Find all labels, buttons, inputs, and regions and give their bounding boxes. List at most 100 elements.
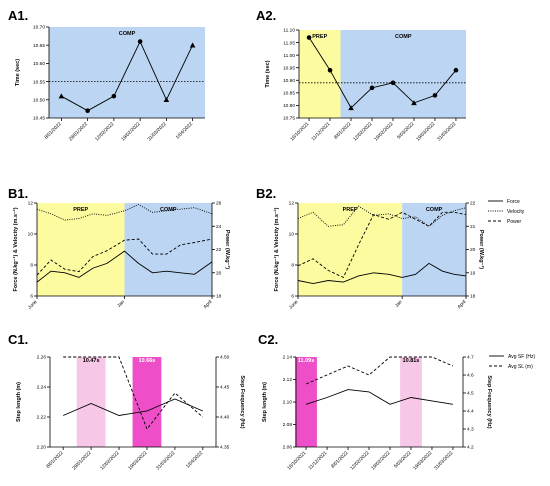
zone-label: PREP bbox=[312, 34, 327, 40]
x-tick-label: 5/03/2022 bbox=[393, 450, 413, 470]
y2-tick-label: 4.35 bbox=[220, 445, 230, 451]
y-tick-label: 8 bbox=[291, 263, 294, 269]
highlight-label: 10.81s bbox=[403, 358, 420, 364]
data-point-triangle bbox=[189, 42, 196, 48]
data-point-triangle bbox=[58, 93, 65, 99]
series-line-avg-sf-hz- bbox=[305, 389, 453, 405]
zone-comp bbox=[49, 27, 205, 118]
y-tick-label: 2.14 bbox=[283, 355, 293, 361]
zone-label: COMP bbox=[119, 31, 136, 37]
series-line-power bbox=[36, 238, 213, 276]
y2-tick-label: 18 bbox=[470, 294, 476, 300]
y-axis-title: Force (N.kg⁻¹) & Velocity (m.s⁻¹) bbox=[273, 207, 280, 291]
y-tick-label: 10.70 bbox=[33, 25, 45, 31]
y-tick-label: 10.80 bbox=[283, 103, 295, 109]
data-point-triangle bbox=[411, 100, 417, 106]
x-tick-label: 8/01/2022 bbox=[45, 450, 65, 470]
y-axis-title: Step length (m) bbox=[262, 382, 268, 422]
y2-axis-title: Step Frequency (Hz) bbox=[486, 375, 492, 428]
y-tick-label: 2.22 bbox=[37, 415, 47, 421]
y2-tick-label: 18 bbox=[216, 294, 222, 300]
y-tick-label: 2.10 bbox=[283, 400, 293, 406]
series-line-force bbox=[297, 262, 467, 285]
y2-tick-label: 20 bbox=[216, 270, 222, 276]
y-axis-title: Step length (m) bbox=[16, 382, 22, 422]
data-point-circle bbox=[390, 80, 396, 86]
zone-label: COMP bbox=[160, 207, 177, 213]
zone-prep bbox=[37, 203, 125, 296]
x-tick-label: 8/01/2022 bbox=[330, 450, 350, 470]
series-line-velocity bbox=[297, 205, 467, 227]
y-tick-label: 10.45 bbox=[33, 116, 45, 122]
x-tick-label: 8/01/2022 bbox=[43, 121, 63, 141]
data-point-circle bbox=[306, 35, 312, 40]
x-tick-label: 8/01/2022 bbox=[333, 121, 353, 141]
series-line-avg-sf-hz- bbox=[63, 398, 203, 416]
y-tick-label: 6 bbox=[291, 294, 294, 300]
y2-tick-label: 4.50 bbox=[220, 355, 230, 361]
x-tick-label: June bbox=[288, 299, 300, 311]
y2-tick-label: 4.7 bbox=[467, 355, 474, 361]
x-tick-label: 31/03/2022 bbox=[155, 450, 176, 471]
y-tick-label: 11.05 bbox=[283, 40, 295, 46]
zone-comp bbox=[340, 30, 466, 118]
x-tick-label: 19/02/2022 bbox=[120, 121, 141, 142]
series-line-force bbox=[36, 250, 213, 283]
y-axis-title: Time (sec) bbox=[265, 60, 271, 87]
y2-tick-label: 20 bbox=[470, 247, 476, 253]
y-tick-label: 2.12 bbox=[283, 377, 293, 383]
zone-comp bbox=[124, 203, 212, 296]
y-tick-label: 10.65 bbox=[33, 43, 45, 49]
x-tick-label: April bbox=[202, 299, 213, 310]
x-tick-label: 11/12/2021 bbox=[307, 450, 328, 471]
x-tick-label: 12/02/2022 bbox=[94, 121, 115, 142]
panel-label: A2. bbox=[256, 8, 276, 23]
y-tick-label: 11.00 bbox=[283, 53, 295, 59]
x-tick-label: Jan bbox=[394, 299, 404, 309]
zone-label: COMP bbox=[426, 207, 443, 213]
x-tick-label: June bbox=[27, 299, 39, 311]
y-axis-title: Force (N.kg⁻¹) & Velocity (m.s⁻¹) bbox=[12, 207, 19, 291]
y-tick-label: 10.85 bbox=[283, 91, 295, 97]
x-tick-label: 19/03/2022 bbox=[415, 121, 436, 142]
legend-label: Power bbox=[507, 219, 522, 225]
x-tick-label: 16/10/2021 bbox=[289, 121, 310, 142]
y2-tick-label: 19 bbox=[470, 270, 476, 276]
y-tick-label: 10.90 bbox=[283, 78, 295, 84]
highlight-label: 11.09s bbox=[298, 358, 315, 364]
data-point-circle bbox=[111, 93, 117, 99]
x-tick-label: 11/12/2021 bbox=[310, 121, 331, 142]
y2-tick-label: 4.6 bbox=[467, 373, 474, 379]
y-tick-label: 12 bbox=[289, 201, 295, 207]
zone-prep bbox=[298, 203, 403, 296]
legend-label: Velocity bbox=[507, 209, 525, 215]
zone-label: PREP bbox=[73, 207, 88, 213]
x-tick-label: 29/01/2022 bbox=[68, 121, 89, 142]
y2-tick-label: 4.45 bbox=[220, 385, 230, 391]
y2-axis-title: Step Frequency (Hz) bbox=[239, 375, 245, 428]
y-tick-label: 8 bbox=[30, 263, 33, 269]
x-tick-label: 29/01/2022 bbox=[71, 450, 92, 471]
series-line-avg-sl-m- bbox=[305, 356, 454, 385]
y2-tick-label: 4.5 bbox=[467, 391, 474, 397]
x-tick-label: 31/03/2022 bbox=[147, 121, 168, 142]
y-tick-label: 10 bbox=[28, 232, 34, 238]
y-tick-label: 2.24 bbox=[37, 385, 47, 391]
y-tick-label: 10.60 bbox=[33, 61, 45, 67]
data-point-circle bbox=[137, 39, 143, 44]
data-point-triangle bbox=[348, 105, 354, 111]
data-point-triangle bbox=[163, 97, 170, 103]
x-tick-label: 31/03/2022 bbox=[433, 450, 454, 471]
y2-tick-label: 4.40 bbox=[220, 415, 230, 421]
x-tick-label: 1/04/2022 bbox=[175, 121, 195, 141]
y-tick-label: 10.75 bbox=[283, 116, 295, 122]
highlight-bar bbox=[132, 357, 162, 447]
y-axis-title: Time (sec) bbox=[15, 59, 21, 86]
highlight-label: 10.47s bbox=[83, 358, 100, 364]
x-tick-label: 19/03/2022 bbox=[412, 450, 433, 471]
x-tick-label: 19/02/2022 bbox=[373, 121, 394, 142]
y2-tick-label: 24 bbox=[216, 224, 222, 230]
y2-tick-label: 4.3 bbox=[467, 427, 474, 433]
y-tick-label: 2.08 bbox=[283, 422, 293, 428]
